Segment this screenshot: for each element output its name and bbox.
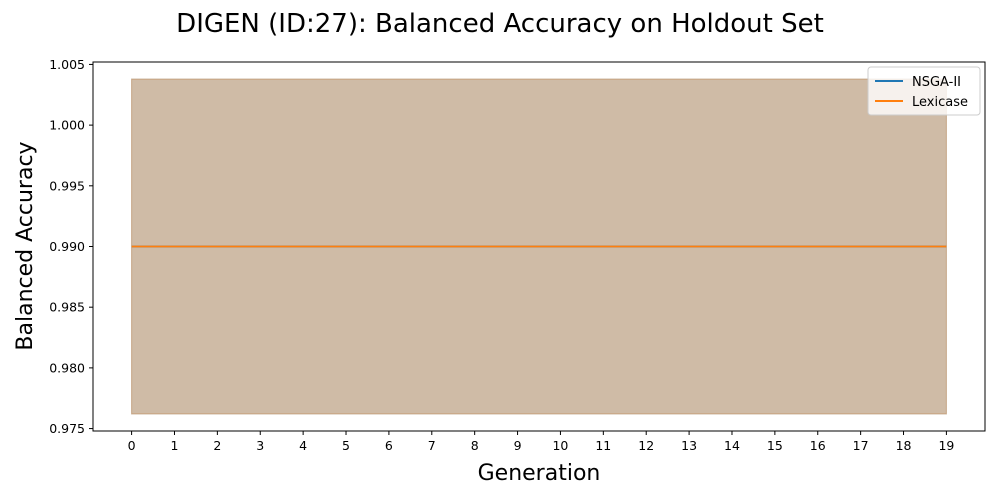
x-tick-label: 8 bbox=[471, 438, 479, 453]
x-axis-ticks: 0 1 2 3 4 5 6 7 8 9 10 11 12 13 14 15 16 17 18 19 bbox=[128, 431, 954, 453]
x-tick-label: 17 bbox=[853, 438, 869, 453]
y-tick-label: 1.005 bbox=[49, 57, 85, 72]
x-tick-label: 2 bbox=[213, 438, 221, 453]
x-axis-label: Generation bbox=[478, 461, 601, 486]
x-tick-label: 16 bbox=[810, 438, 826, 453]
x-tick-label: 10 bbox=[552, 438, 568, 453]
y-tick-label: 0.980 bbox=[49, 360, 85, 375]
y-tick-label: 0.995 bbox=[49, 178, 85, 193]
x-tick-label: 15 bbox=[767, 438, 783, 453]
x-tick-label: 13 bbox=[681, 438, 697, 453]
legend-box bbox=[867, 66, 981, 116]
x-tick-label: 3 bbox=[256, 438, 264, 453]
x-tick-label: 1 bbox=[171, 438, 179, 453]
x-tick-label: 18 bbox=[896, 438, 912, 453]
y-tick-label: 1.000 bbox=[49, 118, 85, 133]
y-axis-label: Balanced Accuracy bbox=[13, 141, 38, 350]
x-tick-label: 12 bbox=[638, 438, 654, 453]
legend-label-nsga-ii: NSGA-II bbox=[912, 75, 961, 90]
x-tick-label: 19 bbox=[938, 438, 954, 453]
x-tick-label: 0 bbox=[128, 438, 136, 453]
x-tick-label: 4 bbox=[299, 438, 307, 453]
x-tick-label: 6 bbox=[385, 438, 393, 453]
y-tick-label: 0.990 bbox=[49, 239, 85, 254]
legend: NSGA-II Lexicase bbox=[867, 66, 981, 116]
x-tick-label: 5 bbox=[342, 438, 350, 453]
x-tick-label: 9 bbox=[514, 438, 522, 453]
y-axis-ticks: 0.975 0.980 0.985 0.990 0.995 1.000 1.005 bbox=[49, 57, 93, 436]
x-tick-label: 7 bbox=[428, 438, 436, 453]
y-tick-label: 0.985 bbox=[49, 300, 85, 315]
x-tick-label: 14 bbox=[724, 438, 740, 453]
x-tick-label: 11 bbox=[595, 438, 611, 453]
legend-label-lexicase: Lexicase bbox=[912, 95, 968, 110]
y-tick-label: 0.975 bbox=[49, 421, 85, 436]
chart-title: DIGEN (ID:27): Balanced Accuracy on Hold… bbox=[176, 9, 824, 39]
